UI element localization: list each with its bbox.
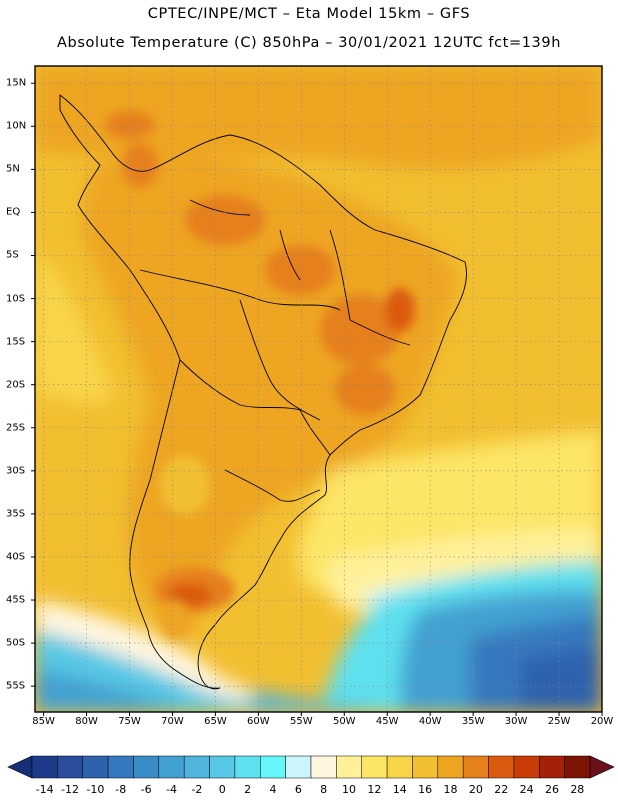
lat-label: 40S	[6, 551, 26, 563]
lon-label: 85W	[32, 716, 55, 727]
colorbar-label: 14	[392, 783, 407, 796]
colorbar-label: -12	[61, 783, 80, 796]
colorbar-swatch	[234, 755, 261, 779]
lat-label: 20S	[6, 379, 26, 391]
lon-label: 55W	[290, 716, 313, 727]
lon-label: 65W	[204, 716, 227, 727]
lat-label: 55S	[6, 680, 26, 692]
lat-label: 30S	[6, 465, 26, 477]
colorbar-swatch	[513, 755, 540, 779]
colorbar-label: 6	[294, 783, 302, 796]
colorbar-swatch	[488, 755, 515, 779]
colorbar-label: 2	[244, 783, 252, 796]
title-line-2: Absolute Temperature (C) 850hPa – 30/01/…	[57, 35, 561, 51]
lat-label: 45S	[6, 594, 26, 606]
colorbar-swatch	[412, 755, 439, 779]
colorbar-label: -2	[191, 783, 203, 796]
colorbar-label: 28	[570, 783, 585, 796]
colorbar-label: -4	[166, 783, 177, 796]
lon-label: 50W	[332, 716, 356, 727]
colorbar-label: 20	[468, 783, 483, 796]
lon-label: 20W	[590, 716, 614, 727]
colorbar-label: 0	[218, 783, 226, 796]
lat-label: EQ	[6, 206, 21, 218]
colorbar-swatch	[386, 755, 413, 779]
colorbar-label: -6	[140, 783, 152, 796]
lat-lon-grid	[35, 66, 603, 712]
title-line-1: CPTEC/INPE/MCT – Eta Model 15km – GFS	[147, 6, 471, 22]
lon-label: 70W	[161, 716, 184, 727]
colorbar-label: 18	[443, 783, 458, 796]
colorbar-swatch	[133, 755, 160, 779]
colorbar-swatch	[107, 755, 134, 779]
colorbar-label: 4	[269, 783, 277, 796]
colorbar-label: 8	[320, 783, 328, 796]
lat-label: 25S	[6, 422, 26, 434]
colorbar-label: 24	[519, 783, 534, 796]
lat-label: 15N	[6, 77, 27, 89]
colorbar-under-arrow	[7, 755, 33, 779]
lon-label: 30W	[504, 716, 528, 727]
lon-label: 45W	[375, 716, 399, 727]
colorbar-swatch	[57, 755, 83, 779]
axis-ticks	[31, 82, 603, 716]
colorbar-swatch	[260, 755, 286, 779]
lat-label: 35S	[6, 508, 26, 520]
colorbar-swatch	[462, 755, 489, 779]
lon-label: 80W	[75, 716, 98, 727]
lon-label: 75W	[118, 716, 141, 727]
lat-label: 5S	[6, 249, 19, 261]
colorbar-swatch	[209, 755, 236, 779]
colorbar-swatch	[539, 755, 565, 779]
colorbar-over-arrow	[589, 755, 615, 779]
colorbar-swatch	[336, 755, 362, 779]
lat-label: 50S	[6, 637, 26, 649]
colorbar-swatch	[564, 755, 591, 779]
lon-label: 40W	[418, 716, 442, 727]
colorbar-label: 22	[494, 783, 509, 796]
map-frame	[34, 65, 603, 713]
lon-label: 25W	[547, 716, 571, 727]
colorbar-label: -8	[115, 783, 127, 796]
colorbar-swatch	[310, 755, 337, 779]
colorbar-swatch	[361, 755, 388, 779]
lat-label: 15S	[6, 336, 26, 348]
colorbar-label: 12	[367, 783, 382, 796]
colorbar-swatch	[31, 755, 58, 779]
colorbar-label: 10	[342, 783, 357, 796]
colorbar-swatch	[437, 755, 464, 779]
lat-label: 10S	[6, 293, 26, 305]
lat-label: 5N	[6, 163, 20, 175]
colorbar-swatch	[183, 755, 210, 779]
colorbar-label: -14	[35, 783, 54, 796]
colorbar-swatch	[158, 755, 185, 779]
coastline-outline	[59, 94, 467, 690]
colorbar-swatch	[285, 755, 312, 779]
lat-label: 10N	[6, 120, 27, 132]
colorbar-swatch	[82, 755, 109, 779]
lon-label: 35W	[461, 716, 485, 727]
colorbar-label: 26	[544, 783, 559, 796]
colorbar-label: 16	[418, 783, 433, 796]
colorbar-label: -10	[86, 783, 105, 796]
lon-label: 60W	[247, 716, 270, 727]
